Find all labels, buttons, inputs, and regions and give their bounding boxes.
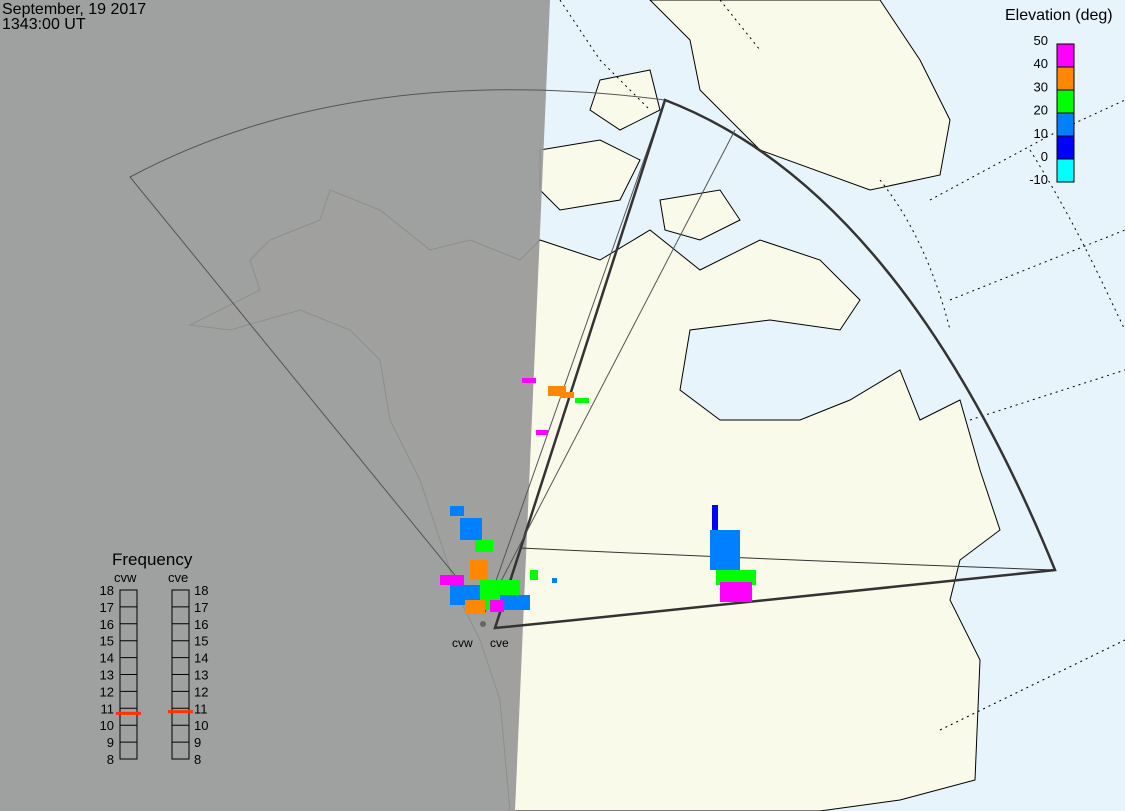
frequency-tick: 9 (194, 735, 201, 750)
frequency-radar-cvw: cvw (114, 570, 137, 585)
frequency-panel: Frequency cvw cve 1817161514131211109818… (100, 550, 209, 767)
frequency-marker-cvw (116, 711, 141, 715)
cve-fov (493, 98, 1057, 630)
ellesmere-island (589, 69, 661, 131)
frequency-tick: 8 (194, 752, 201, 767)
elevation-tick: 40 (1034, 56, 1048, 71)
scatter-cell (552, 578, 557, 583)
frequency-tick: 16 (194, 617, 208, 632)
elevation-color-box (1056, 89, 1075, 114)
elevation-tick: 10 (1034, 126, 1048, 141)
frequency-tick: 12 (194, 684, 208, 699)
scatter-cell (460, 518, 482, 540)
frequency-title: Frequency (112, 550, 193, 569)
night-terminator (0, 0, 550, 811)
time-label: 1343:00 UT (2, 16, 86, 33)
date-label: September, 19 2017 (2, 1, 147, 18)
frequency-tick: 10 (194, 718, 208, 733)
lat-lon-grid (559, 0, 1125, 731)
elevation-legend: Elevation (deg) 50 40 30 20 10 0 -10 (1005, 7, 1113, 187)
cve-beam-line (484, 129, 736, 613)
scatter-cell (440, 575, 464, 585)
scatter-cell (716, 570, 756, 585)
elevation-tick: -10 (1029, 172, 1048, 187)
elevation-color-box (1056, 158, 1075, 183)
frequency-tick: 14 (194, 651, 208, 666)
frequency-tick: 11 (101, 701, 115, 716)
elevation-color-box (1056, 112, 1075, 137)
scatter-cell (490, 600, 504, 612)
frequency-tick: 17 (100, 600, 114, 615)
frequency-tick: 15 (194, 634, 208, 649)
frequency-tick: 18 (194, 583, 208, 598)
radar-site (480, 621, 486, 627)
frequency-tick: 17 (194, 600, 208, 615)
elevation-legend-title: Elevation (deg) (1005, 7, 1113, 24)
elevation-color-box (1056, 43, 1075, 68)
frequency-radar-cve: cve (168, 570, 188, 585)
frequency-marker-cve (168, 710, 193, 714)
scatter-cell (575, 398, 589, 403)
elevation-tick: 50 (1034, 33, 1048, 48)
scatter-cell (710, 530, 740, 570)
frequency-tick: 18 (100, 583, 114, 598)
frequency-tick: 14 (100, 651, 114, 666)
scatter-cell (560, 392, 574, 398)
frequency-tick: 13 (194, 668, 208, 683)
frequency-tick: 13 (100, 668, 114, 683)
frequency-tick: 11 (194, 701, 208, 716)
elevation-tick: 20 (1034, 103, 1048, 118)
frequency-tick: 8 (107, 752, 114, 767)
frequency-tick: 10 (100, 718, 114, 733)
scatter-cell (522, 378, 536, 383)
scatter-cell (720, 582, 752, 602)
scatter-cell (465, 600, 485, 614)
cvw-range-arc (519, 547, 1056, 571)
greenland (649, 0, 951, 191)
frequency-tick: 9 (107, 735, 114, 750)
baffin-island (659, 189, 741, 241)
scatter-cell (712, 505, 718, 530)
scatter-cell (530, 570, 538, 580)
elevation-tick: 0 (1041, 149, 1048, 164)
scatter-cell (500, 595, 530, 610)
frequency-tick: 12 (100, 684, 114, 699)
cve-label: cve (490, 636, 509, 650)
elevation-color-box (1056, 66, 1075, 91)
scatter-cell (450, 506, 464, 516)
frequency-tick: 15 (100, 634, 114, 649)
scatter-cell (470, 560, 488, 580)
cvw-fov (129, 89, 666, 614)
scatter-cell (548, 386, 566, 396)
frequency-tick: 16 (100, 617, 114, 632)
scatter-cell (536, 430, 548, 435)
scatter-cells (440, 378, 756, 614)
cvw-label: cvw (452, 636, 473, 650)
elevation-color-box (1056, 135, 1075, 160)
elevation-tick: 30 (1034, 79, 1048, 94)
radar-fov (129, 89, 1057, 630)
scatter-cell (475, 540, 493, 552)
